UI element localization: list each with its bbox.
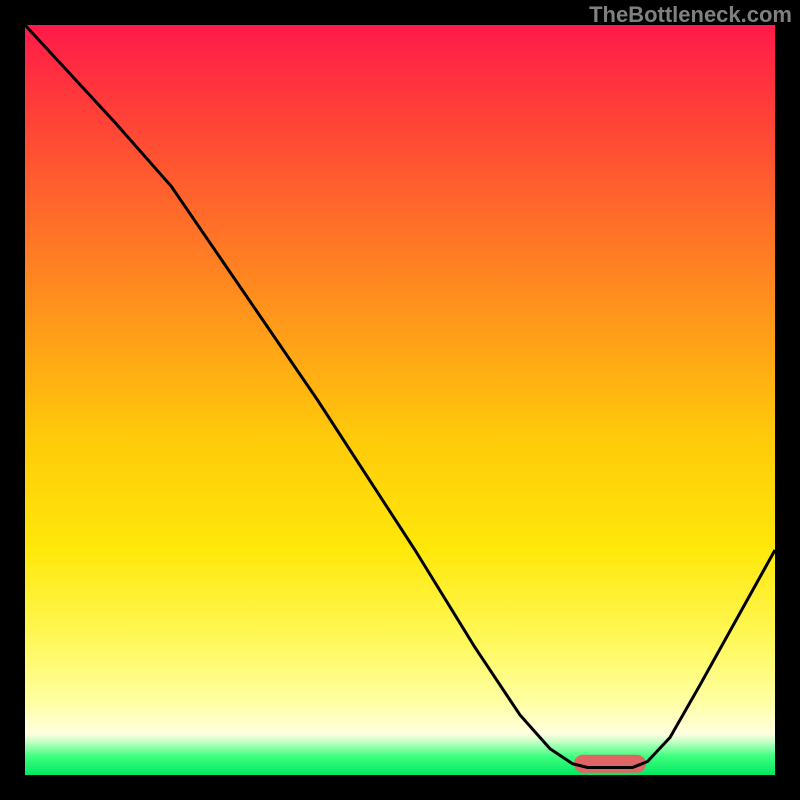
chart-container: { "canvas": { "width": 800, "height": 80… xyxy=(0,0,800,800)
watermark-text: TheBottleneck.com xyxy=(589,2,792,28)
bottleneck-chart xyxy=(0,0,800,800)
gradient-background xyxy=(25,25,775,775)
optimal-marker xyxy=(574,755,646,773)
